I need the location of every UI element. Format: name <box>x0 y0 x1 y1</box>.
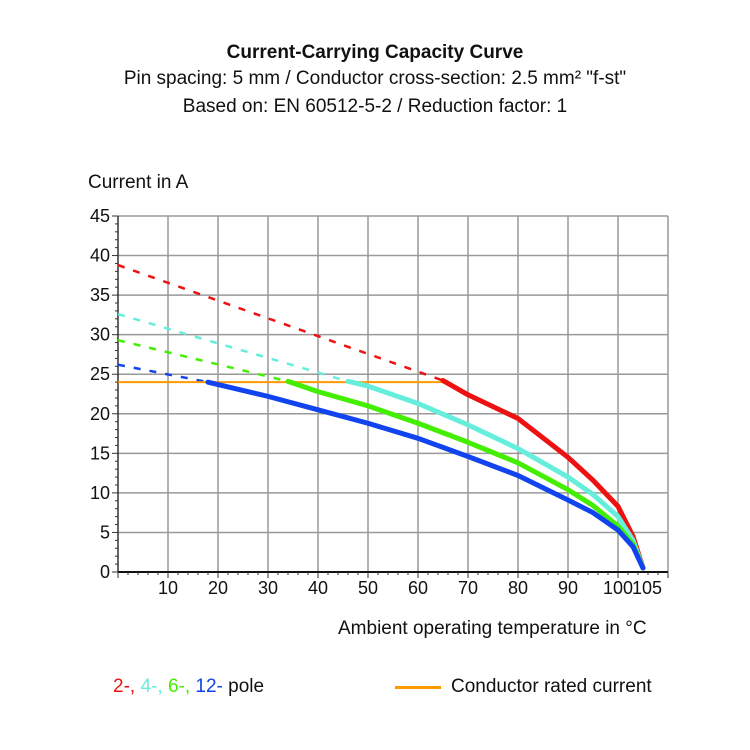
x-tick-label: 105 <box>632 578 662 598</box>
x-tick-label: 70 <box>458 578 478 598</box>
legend-pole-2: 2- <box>113 676 130 697</box>
y-tick-label: 40 <box>90 246 110 266</box>
legend-rated-label: Conductor rated current <box>451 676 652 697</box>
chart-title: Current-Carrying Capacity Curve <box>226 42 524 63</box>
x-tick-label: 80 <box>508 578 528 598</box>
x-tick-label: 90 <box>558 578 578 598</box>
y-tick-label: 35 <box>90 285 110 305</box>
x-tick-label: 20 <box>208 578 228 598</box>
y-tick-label: 20 <box>90 404 110 424</box>
y-tick-label: 25 <box>90 364 110 384</box>
x-tick-label: 30 <box>258 578 278 598</box>
chart-subtitle-1: Pin spacing: 5 mm / Conductor cross-sect… <box>123 68 627 89</box>
x-tick-label: 10 <box>158 578 178 598</box>
legend-pole-6: 6- <box>167 676 185 697</box>
y-tick-label: 10 <box>90 483 110 503</box>
series-12pole-line <box>205 379 646 571</box>
x-axis-label: Ambient operating temperature in °C <box>338 618 647 639</box>
legend-pole-suffix: pole <box>228 676 265 697</box>
y-tick-label: 0 <box>100 562 110 582</box>
y-axis-label: Current in A <box>88 172 189 193</box>
chart-subtitle-2: Based on: EN 60512-5-2 / Reduction facto… <box>182 96 568 117</box>
x-tick-label: 100 <box>603 578 633 598</box>
legend-pole-4: 4- <box>140 676 158 697</box>
x-tick-label: 60 <box>408 578 428 598</box>
series-4pole-line <box>345 378 646 571</box>
series-2pole-line <box>440 378 646 571</box>
y-tick-label: 15 <box>90 443 110 463</box>
legend-pole-12: 12- <box>195 676 223 697</box>
legend-swatch-orange <box>395 685 441 689</box>
series-2pole-dashed <box>117 263 444 382</box>
x-tick-label: 40 <box>308 578 328 598</box>
x-tick-label: 50 <box>358 578 378 598</box>
y-tick-label: 5 <box>100 522 110 542</box>
y-tick-label: 45 <box>90 206 110 226</box>
series-12pole-dashed <box>117 363 209 384</box>
series-6pole-dashed <box>117 338 289 383</box>
legend-rated-current: Conductor rated current <box>395 676 652 698</box>
legend-poles: 2-, 4-, 6-, 12- pole <box>113 676 265 697</box>
y-tick-label: 30 <box>90 325 110 345</box>
